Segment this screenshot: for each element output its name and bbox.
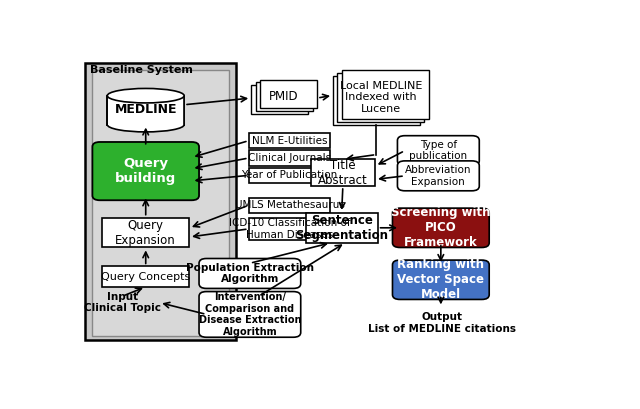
FancyBboxPatch shape <box>102 266 189 287</box>
Text: Query Concepts: Query Concepts <box>101 272 190 282</box>
FancyBboxPatch shape <box>397 136 479 166</box>
FancyBboxPatch shape <box>251 85 308 114</box>
FancyBboxPatch shape <box>260 80 317 108</box>
Text: Sentence
Segmentation: Sentence Segmentation <box>295 214 388 242</box>
FancyBboxPatch shape <box>333 76 420 125</box>
FancyBboxPatch shape <box>255 83 312 111</box>
Text: Population Extraction
Algorithm: Population Extraction Algorithm <box>186 263 314 284</box>
Text: Ranking with
Vector Space
Model: Ranking with Vector Space Model <box>397 258 484 301</box>
Text: Screening with
PICO
Framework: Screening with PICO Framework <box>391 206 491 249</box>
Ellipse shape <box>108 88 184 103</box>
Text: Intervention/
Comparison and
Disease Extraction
Algorithm: Intervention/ Comparison and Disease Ext… <box>198 292 301 337</box>
FancyBboxPatch shape <box>92 70 229 336</box>
FancyBboxPatch shape <box>337 73 424 122</box>
FancyBboxPatch shape <box>102 218 189 247</box>
Text: ICD-10 Classification of
Human Diseases: ICD-10 Classification of Human Diseases <box>228 218 350 240</box>
FancyBboxPatch shape <box>199 292 301 337</box>
FancyBboxPatch shape <box>249 168 330 183</box>
Text: Local MEDLINE
Indexed with
Lucene: Local MEDLINE Indexed with Lucene <box>340 81 422 114</box>
FancyBboxPatch shape <box>249 133 330 148</box>
FancyBboxPatch shape <box>92 142 199 200</box>
Text: Type of
publication: Type of publication <box>410 140 467 162</box>
FancyBboxPatch shape <box>306 213 378 243</box>
Text: MEDLINE: MEDLINE <box>115 103 177 116</box>
Text: Query
building: Query building <box>115 157 177 185</box>
FancyBboxPatch shape <box>249 198 330 213</box>
FancyBboxPatch shape <box>397 161 479 191</box>
FancyBboxPatch shape <box>392 260 489 299</box>
Text: NLM E-Utilities: NLM E-Utilities <box>252 136 327 146</box>
FancyBboxPatch shape <box>199 258 301 288</box>
FancyBboxPatch shape <box>249 218 330 240</box>
Text: Title
Abstract: Title Abstract <box>318 159 368 187</box>
Bar <box>108 96 184 125</box>
FancyBboxPatch shape <box>310 160 375 186</box>
FancyBboxPatch shape <box>342 70 429 119</box>
FancyBboxPatch shape <box>249 151 330 166</box>
Text: Output
List of MEDLINE citations: Output List of MEDLINE citations <box>368 312 516 334</box>
Text: Abbreviation
Expansion: Abbreviation Expansion <box>405 165 472 187</box>
FancyBboxPatch shape <box>85 63 236 340</box>
Text: Baseline System: Baseline System <box>90 65 193 75</box>
Text: UMLS Metathesaurus: UMLS Metathesaurus <box>235 200 344 210</box>
Text: PMID: PMID <box>269 90 299 103</box>
Text: Input
Clinical Topic: Input Clinical Topic <box>84 292 161 313</box>
Text: Clinical Journals: Clinical Journals <box>248 153 331 163</box>
Text: Year of Publication: Year of Publication <box>241 171 338 180</box>
FancyBboxPatch shape <box>392 208 489 247</box>
Text: Query
Expansion: Query Expansion <box>115 218 176 247</box>
Ellipse shape <box>108 117 184 132</box>
Bar <box>108 96 184 125</box>
